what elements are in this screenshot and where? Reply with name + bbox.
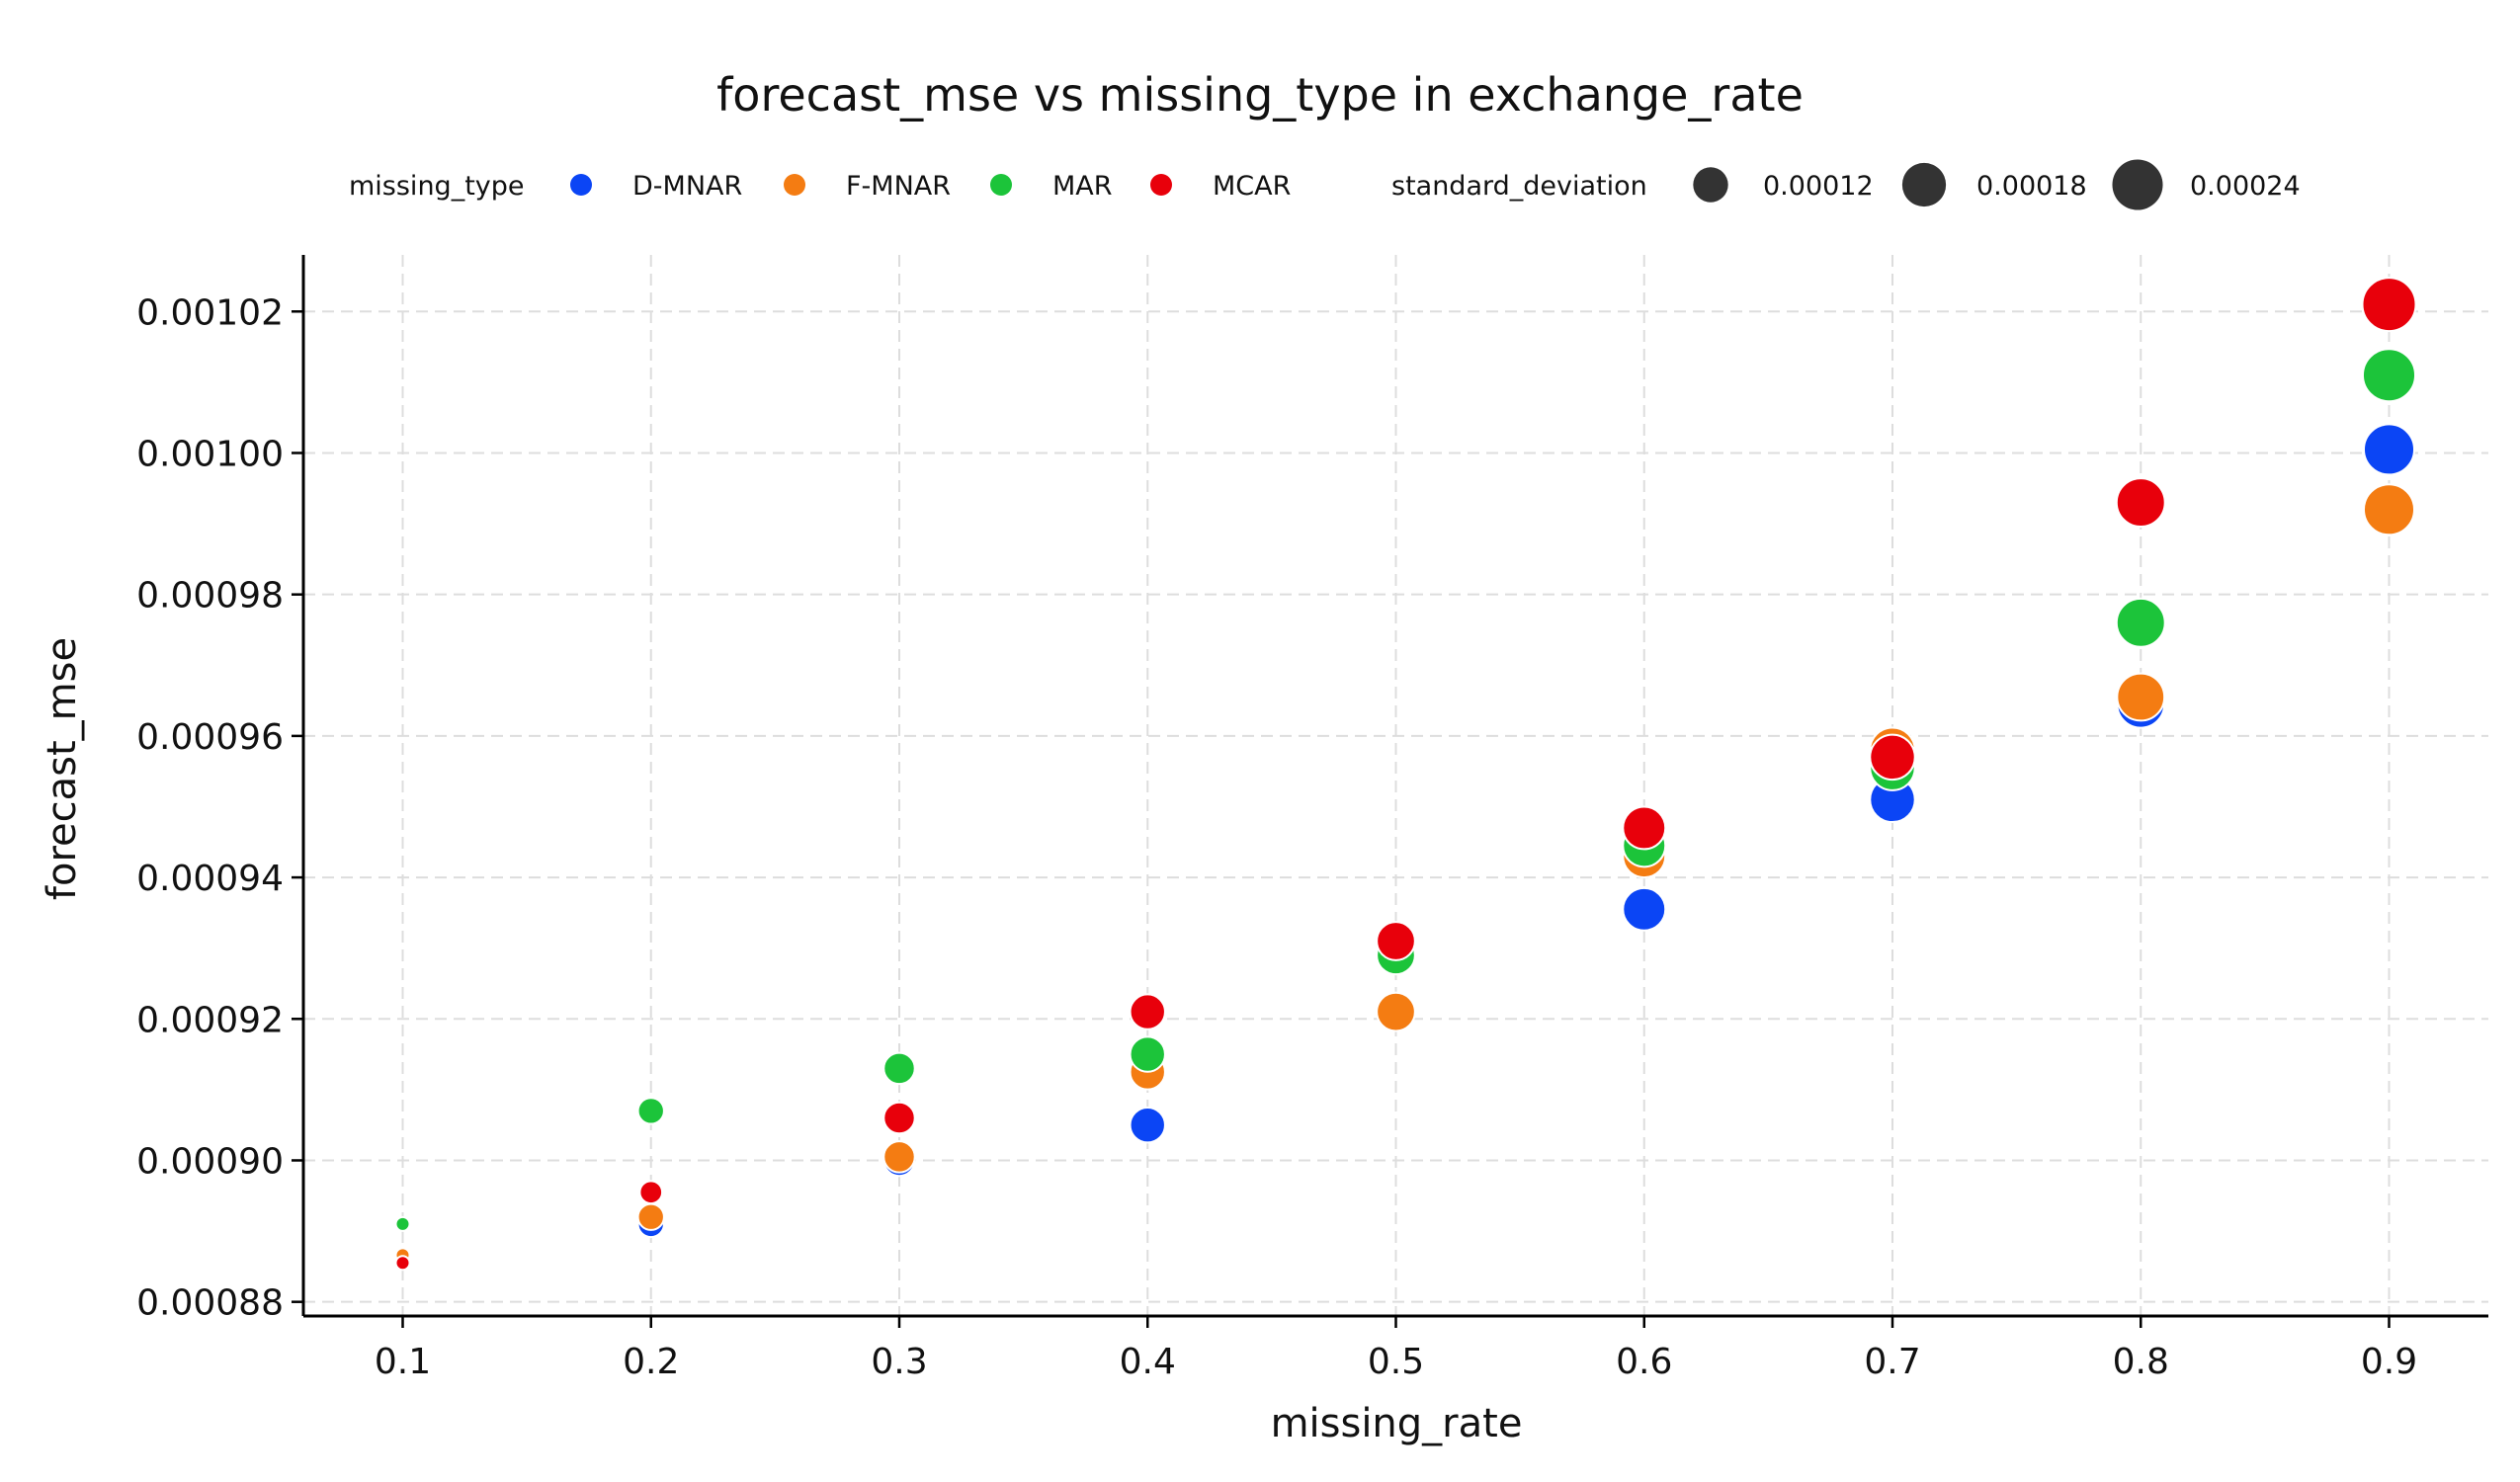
y-tick-label: 0.00090 [136,1141,284,1182]
data-point [1129,993,1166,1030]
x-tick-label: 0.3 [871,1342,927,1382]
legend-entry-label: D-MNAR [632,171,742,202]
y-tick-label: 0.00102 [136,292,284,333]
legend: missing_type D-MNAR F-MNAR MAR MCAR standard_… [349,159,2301,210]
data-point [2115,477,2166,529]
x-tick-label: 0.1 [375,1342,431,1382]
y-tick-label: 0.00098 [136,576,284,617]
x-tick-label: 0.4 [1120,1342,1176,1382]
legend-entry-label: MCAR [1213,171,1291,202]
x-tick-label: 0.6 [1616,1342,1672,1382]
data-point [394,1255,411,1272]
legend-entry-label: MAR [1052,171,1113,202]
x-tick-label: 0.2 [623,1342,679,1382]
x-tick-label: 0.5 [1368,1342,1424,1382]
legend-hue-title: missing_type [349,171,525,202]
data-point [636,1202,665,1231]
data-point [1869,733,1916,782]
y-tick-label: 0.00100 [136,434,284,474]
x-tick-label: 0.8 [2113,1342,2169,1382]
legend-marker [570,174,592,196]
data-point [2115,597,2166,648]
axes: 0.1 0.2 0.3 0.4 0.5 0.6 0.7 0.8 0.9 0.00088 0.0009… [136,255,2488,1382]
data-point [1129,1035,1166,1073]
data-point [638,1180,664,1205]
data-point [1622,805,1667,851]
legend-entry-label: F-MNAR [846,171,951,202]
data-points [394,277,2417,1272]
data-point [2361,348,2417,403]
data-point [882,1140,916,1174]
series-mcar [394,277,2417,1272]
legend-size-label: 0.00024 [2190,171,2301,202]
legend-size-label: 0.00018 [1976,171,2087,202]
data-point [2362,423,2416,476]
data-point [1129,1106,1166,1144]
legend-marker [990,174,1012,196]
data-point [2116,672,2166,722]
legend-size-marker [2112,159,2163,210]
data-point [2362,483,2416,536]
data-point [394,1215,411,1232]
chart-title: forecast_mse vs missing_type in exchange… [716,68,1804,122]
x-tick-label: 0.7 [1864,1342,1920,1382]
legend-size-marker [1901,162,1947,207]
series-mar [394,348,2417,1232]
series-f-mnar [394,483,2416,1264]
data-point [636,1097,665,1125]
legend-marker [1150,174,1172,196]
y-tick-label: 0.00092 [136,1000,284,1040]
legend-size-label: 0.00012 [1763,171,1874,202]
y-tick-label: 0.00094 [136,859,284,899]
legend-size-title: standard_deviation [1391,171,1647,202]
data-point [1622,886,1667,932]
legend-size-marker [1693,167,1728,203]
data-point [882,1051,916,1086]
x-tick-label: 0.9 [2361,1342,2417,1382]
y-axis-label: forecast_mse [40,637,85,900]
y-tick-label: 0.00096 [136,717,284,758]
legend-marker [784,174,805,196]
x-axis-label: missing_rate [1271,1401,1523,1446]
data-point [2361,277,2417,333]
grid [303,255,2488,1316]
series-d-mnar [394,423,2416,1267]
data-point [1376,991,1416,1032]
y-tick-label: 0.00088 [136,1283,284,1324]
data-point [1376,921,1416,961]
data-point [882,1101,916,1135]
